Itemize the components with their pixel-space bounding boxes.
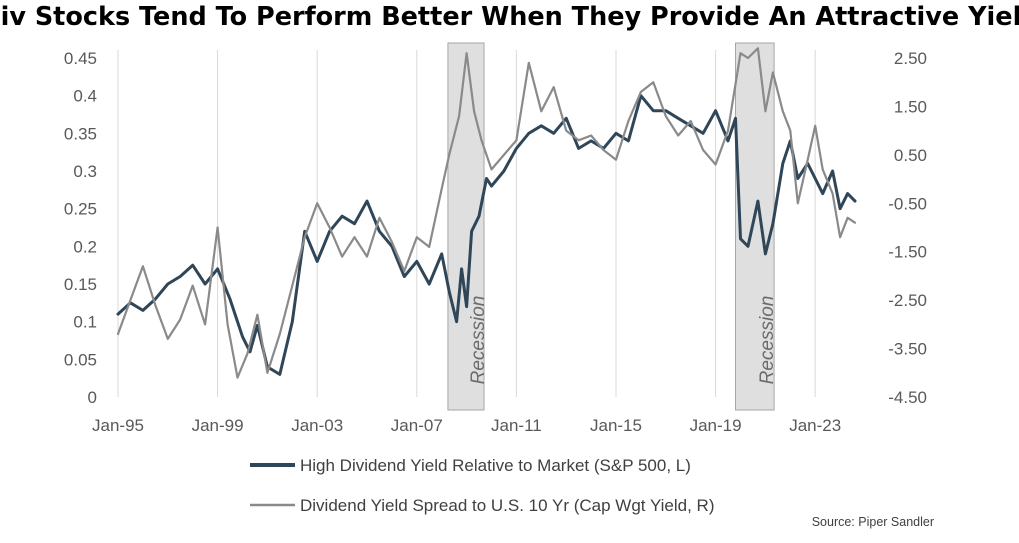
series-lines xyxy=(116,47,857,379)
recession-label: Recession xyxy=(468,296,489,385)
legend: High Dividend Yield Relative to Market (… xyxy=(250,456,715,515)
y-right-tick-label: -1.50 xyxy=(888,243,927,262)
y-right-tick-label: 1.50 xyxy=(894,97,927,116)
series-line-high-dividend xyxy=(116,94,857,376)
legend-label: High Dividend Yield Relative to Market (… xyxy=(300,456,691,475)
x-tick-label: Jan-95 xyxy=(92,416,144,435)
vertical-gridlines xyxy=(117,50,816,397)
y-right-tick-label: -3.50 xyxy=(888,340,927,359)
series-line-yield-spread xyxy=(116,47,857,379)
y-left-tick-label: 0.35 xyxy=(64,124,97,143)
chart-title: Div Stocks Tend To Perform Better When T… xyxy=(0,2,1019,32)
recession-label: Recession xyxy=(757,296,778,385)
y-left-tick-label: 0 xyxy=(88,388,97,407)
y-left-tick-label: 0.2 xyxy=(73,237,97,256)
y-left-tick-label: 0.3 xyxy=(73,162,97,181)
y-left-tick-label: 0.15 xyxy=(64,275,97,294)
y-right-tick-label: 2.50 xyxy=(894,49,927,68)
y-left-tick-label: 0.05 xyxy=(64,350,97,369)
y-left-tick-label: 0.1 xyxy=(73,313,97,332)
x-tick-label: Jan-03 xyxy=(291,416,343,435)
y-left-tick-label: 0.25 xyxy=(64,200,97,219)
y-right-tick-label: -4.50 xyxy=(888,388,927,407)
x-tick-label: Jan-11 xyxy=(491,416,542,435)
x-tick-label: Jan-15 xyxy=(590,416,642,435)
recession-band xyxy=(447,42,485,411)
y-left-tick-label: 0.45 xyxy=(64,49,97,68)
legend-label: Dividend Yield Spread to U.S. 10 Yr (Cap… xyxy=(300,496,715,515)
y-right-tick-label: -0.50 xyxy=(888,194,927,213)
y-left-tick-label: 0.4 xyxy=(73,87,97,106)
y-right-tick-label: 0.50 xyxy=(894,146,927,165)
x-tick-label: Jan-23 xyxy=(789,416,841,435)
x-tick-label: Jan-99 xyxy=(192,416,244,435)
x-tick-label: Jan-19 xyxy=(690,416,742,435)
x-tick-label: Jan-07 xyxy=(391,416,443,435)
source-note: Source: Piper Sandler xyxy=(812,515,934,529)
recession-shading: Recession Recession xyxy=(447,42,778,411)
axis-tick-labels: 0 0.05 0.1 0.15 0.2 0.25 0.3 0.35 0.4 0.45 -4.50 -3… xyxy=(64,49,927,435)
y-right-tick-label: -2.50 xyxy=(888,291,927,310)
